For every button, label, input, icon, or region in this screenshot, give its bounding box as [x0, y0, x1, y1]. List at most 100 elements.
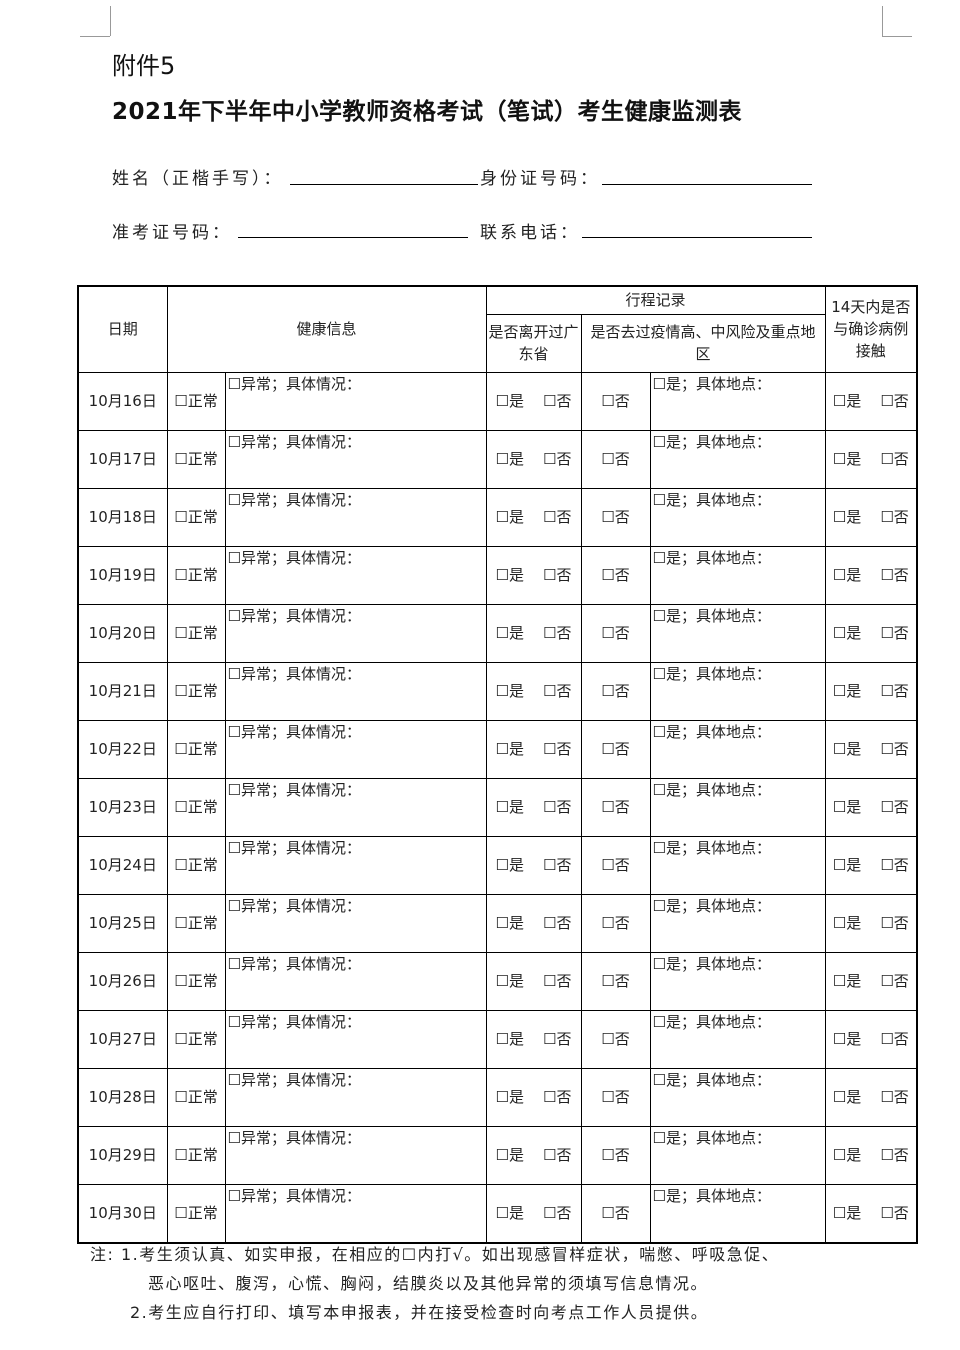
- no-checkbox[interactable]: ☐否: [543, 798, 572, 816]
- risk-no-checkbox[interactable]: ☐否: [580, 429, 651, 489]
- no-checkbox[interactable]: ☐否: [880, 1088, 909, 1106]
- yes-checkbox[interactable]: ☐是: [495, 914, 524, 932]
- yes-checkbox[interactable]: ☐是: [495, 508, 524, 526]
- abnormal-checkbox[interactable]: ☐异常；具体情况：: [224, 1183, 487, 1243]
- risk-no-checkbox[interactable]: ☐否: [580, 603, 651, 663]
- risk-no-checkbox[interactable]: ☐否: [580, 1009, 651, 1069]
- risk-no-checkbox[interactable]: ☐否: [580, 661, 651, 721]
- abnormal-checkbox[interactable]: ☐异常；具体情况：: [224, 603, 487, 663]
- risk-yes-checkbox[interactable]: ☐是；具体地点：: [649, 1009, 826, 1069]
- normal-checkbox[interactable]: ☐正常: [166, 661, 226, 721]
- risk-yes-checkbox[interactable]: ☐是；具体地点：: [649, 603, 826, 663]
- no-checkbox[interactable]: ☐否: [543, 972, 572, 990]
- risk-no-checkbox[interactable]: ☐否: [580, 545, 651, 605]
- yes-checkbox[interactable]: ☐是: [832, 1204, 862, 1222]
- yes-checkbox[interactable]: ☐是: [495, 740, 524, 758]
- abnormal-checkbox[interactable]: ☐异常；具体情况：: [224, 487, 487, 547]
- risk-yes-checkbox[interactable]: ☐是；具体地点：: [649, 1067, 826, 1127]
- no-checkbox[interactable]: ☐否: [880, 972, 909, 990]
- no-checkbox[interactable]: ☐否: [880, 392, 909, 410]
- abnormal-checkbox[interactable]: ☐异常；具体情况：: [224, 545, 487, 605]
- yes-checkbox[interactable]: ☐是: [495, 682, 524, 700]
- risk-no-checkbox[interactable]: ☐否: [580, 1183, 651, 1243]
- yes-checkbox[interactable]: ☐是: [495, 566, 524, 584]
- normal-checkbox[interactable]: ☐正常: [166, 1009, 226, 1069]
- no-checkbox[interactable]: ☐否: [543, 566, 572, 584]
- no-checkbox[interactable]: ☐否: [543, 682, 572, 700]
- normal-checkbox[interactable]: ☐正常: [166, 371, 226, 431]
- no-checkbox[interactable]: ☐否: [880, 914, 909, 932]
- abnormal-checkbox[interactable]: ☐异常；具体情况：: [224, 719, 487, 779]
- no-checkbox[interactable]: ☐否: [543, 624, 572, 642]
- no-checkbox[interactable]: ☐否: [880, 508, 909, 526]
- risk-yes-checkbox[interactable]: ☐是；具体地点：: [649, 835, 826, 895]
- yes-checkbox[interactable]: ☐是: [832, 1088, 862, 1106]
- abnormal-checkbox[interactable]: ☐异常；具体情况：: [224, 1009, 487, 1069]
- id-field[interactable]: [602, 184, 812, 185]
- risk-yes-checkbox[interactable]: ☐是；具体地点：: [649, 893, 826, 953]
- no-checkbox[interactable]: ☐否: [880, 1030, 909, 1048]
- risk-yes-checkbox[interactable]: ☐是；具体地点：: [649, 371, 826, 431]
- normal-checkbox[interactable]: ☐正常: [166, 545, 226, 605]
- normal-checkbox[interactable]: ☐正常: [166, 835, 226, 895]
- yes-checkbox[interactable]: ☐是: [832, 566, 862, 584]
- no-checkbox[interactable]: ☐否: [880, 1146, 909, 1164]
- yes-checkbox[interactable]: ☐是: [832, 624, 862, 642]
- normal-checkbox[interactable]: ☐正常: [166, 429, 226, 489]
- yes-checkbox[interactable]: ☐是: [495, 1088, 524, 1106]
- normal-checkbox[interactable]: ☐正常: [166, 719, 226, 779]
- risk-no-checkbox[interactable]: ☐否: [580, 719, 651, 779]
- yes-checkbox[interactable]: ☐是: [832, 798, 862, 816]
- risk-no-checkbox[interactable]: ☐否: [580, 893, 651, 953]
- no-checkbox[interactable]: ☐否: [543, 508, 572, 526]
- normal-checkbox[interactable]: ☐正常: [166, 603, 226, 663]
- yes-checkbox[interactable]: ☐是: [495, 624, 524, 642]
- yes-checkbox[interactable]: ☐是: [495, 856, 524, 874]
- yes-checkbox[interactable]: ☐是: [495, 798, 524, 816]
- no-checkbox[interactable]: ☐否: [880, 624, 909, 642]
- abnormal-checkbox[interactable]: ☐异常；具体情况：: [224, 371, 487, 431]
- yes-checkbox[interactable]: ☐是: [495, 972, 524, 990]
- no-checkbox[interactable]: ☐否: [543, 1204, 572, 1222]
- yes-checkbox[interactable]: ☐是: [832, 856, 862, 874]
- yes-checkbox[interactable]: ☐是: [832, 972, 862, 990]
- abnormal-checkbox[interactable]: ☐异常；具体情况：: [224, 951, 487, 1011]
- no-checkbox[interactable]: ☐否: [880, 798, 909, 816]
- yes-checkbox[interactable]: ☐是: [495, 1030, 524, 1048]
- normal-checkbox[interactable]: ☐正常: [166, 1067, 226, 1127]
- yes-checkbox[interactable]: ☐是: [832, 508, 862, 526]
- abnormal-checkbox[interactable]: ☐异常；具体情况：: [224, 777, 487, 837]
- abnormal-checkbox[interactable]: ☐异常；具体情况：: [224, 429, 487, 489]
- normal-checkbox[interactable]: ☐正常: [166, 1125, 226, 1185]
- yes-checkbox[interactable]: ☐是: [832, 1146, 862, 1164]
- yes-checkbox[interactable]: ☐是: [832, 1030, 862, 1048]
- risk-no-checkbox[interactable]: ☐否: [580, 1125, 651, 1185]
- yes-checkbox[interactable]: ☐是: [832, 392, 862, 410]
- no-checkbox[interactable]: ☐否: [543, 392, 572, 410]
- normal-checkbox[interactable]: ☐正常: [166, 893, 226, 953]
- name-field[interactable]: [290, 184, 478, 185]
- no-checkbox[interactable]: ☐否: [543, 1088, 572, 1106]
- normal-checkbox[interactable]: ☐正常: [166, 1183, 226, 1243]
- yes-checkbox[interactable]: ☐是: [832, 682, 862, 700]
- risk-yes-checkbox[interactable]: ☐是；具体地点：: [649, 1183, 826, 1243]
- no-checkbox[interactable]: ☐否: [880, 450, 909, 468]
- yes-checkbox[interactable]: ☐是: [495, 1204, 524, 1222]
- risk-yes-checkbox[interactable]: ☐是；具体地点：: [649, 429, 826, 489]
- yes-checkbox[interactable]: ☐是: [832, 450, 862, 468]
- risk-yes-checkbox[interactable]: ☐是；具体地点：: [649, 545, 826, 605]
- risk-yes-checkbox[interactable]: ☐是；具体地点：: [649, 487, 826, 547]
- yes-checkbox[interactable]: ☐是: [832, 914, 862, 932]
- yes-checkbox[interactable]: ☐是: [495, 450, 524, 468]
- no-checkbox[interactable]: ☐否: [543, 1030, 572, 1048]
- no-checkbox[interactable]: ☐否: [543, 1146, 572, 1164]
- no-checkbox[interactable]: ☐否: [880, 682, 909, 700]
- risk-no-checkbox[interactable]: ☐否: [580, 487, 651, 547]
- risk-yes-checkbox[interactable]: ☐是；具体地点：: [649, 719, 826, 779]
- no-checkbox[interactable]: ☐否: [880, 740, 909, 758]
- abnormal-checkbox[interactable]: ☐异常；具体情况：: [224, 835, 487, 895]
- yes-checkbox[interactable]: ☐是: [495, 1146, 524, 1164]
- abnormal-checkbox[interactable]: ☐异常；具体情况：: [224, 1125, 487, 1185]
- yes-checkbox[interactable]: ☐是: [495, 392, 524, 410]
- risk-yes-checkbox[interactable]: ☐是；具体地点：: [649, 661, 826, 721]
